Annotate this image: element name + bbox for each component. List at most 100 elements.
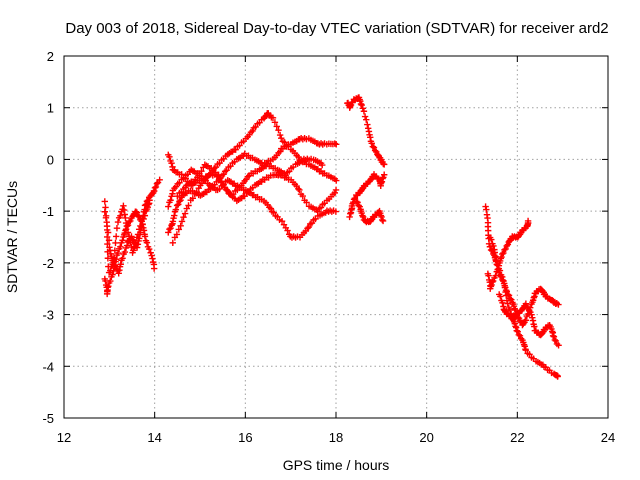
data-point <box>359 105 367 112</box>
data-point <box>368 140 375 147</box>
data-point <box>304 225 311 232</box>
data-point <box>216 175 223 182</box>
data-point <box>168 160 175 167</box>
data-point <box>502 245 509 253</box>
data-point <box>360 108 368 115</box>
data-point <box>353 198 360 205</box>
data-point <box>175 226 183 233</box>
data-point <box>497 293 504 300</box>
data-point <box>114 218 122 226</box>
data-point <box>133 209 141 216</box>
data-point <box>241 193 248 200</box>
data-point <box>166 153 173 160</box>
data-point <box>103 222 111 230</box>
data-point <box>112 233 120 240</box>
data-point <box>499 250 506 258</box>
data-point <box>117 212 124 220</box>
data-point <box>364 125 372 132</box>
x-tick-label: 16 <box>238 430 252 445</box>
data-point <box>332 186 340 194</box>
data-point <box>165 229 172 236</box>
series-arc-13 <box>484 217 532 292</box>
data-point <box>101 198 108 205</box>
data-point <box>500 249 507 257</box>
series-arc-1 <box>101 176 163 276</box>
x-tick-label: 12 <box>57 430 71 445</box>
data-point <box>177 222 184 230</box>
data-point <box>358 101 365 109</box>
series-arc-6 <box>165 166 340 241</box>
data-point <box>493 261 501 268</box>
data-point <box>282 172 289 179</box>
data-point <box>502 286 510 294</box>
x-tick-label: 20 <box>419 430 433 445</box>
data-point <box>104 229 112 236</box>
data-point <box>104 240 111 248</box>
data-point <box>216 185 223 193</box>
data-point <box>172 206 180 213</box>
chart-title: Day 003 of 2018, Sidereal Day-to-day VTE… <box>65 20 608 37</box>
data-point <box>123 222 131 230</box>
data-point <box>363 116 370 123</box>
data-point <box>112 239 119 247</box>
data-point <box>308 219 316 227</box>
data-point <box>156 176 163 184</box>
data-point <box>198 168 205 175</box>
data-point <box>503 288 511 295</box>
x-axis-label: GPS time / hours <box>283 457 390 473</box>
x-tick-label: 18 <box>329 430 343 445</box>
data-point <box>129 236 136 243</box>
series-arc-14 <box>486 234 562 329</box>
data-point <box>141 233 149 240</box>
data-point <box>132 208 140 215</box>
y-tick-label: -3 <box>42 308 54 323</box>
data-point <box>149 255 156 262</box>
data-point <box>359 213 367 221</box>
data-point <box>151 184 159 191</box>
data-point <box>359 212 366 219</box>
data-point <box>189 195 196 202</box>
data-point <box>355 202 362 209</box>
data-point <box>513 327 520 334</box>
data-point <box>526 307 533 315</box>
x-tick-label: 22 <box>510 430 524 445</box>
data-point <box>505 292 513 299</box>
data-point <box>103 233 111 241</box>
series-arc-3 <box>101 197 153 277</box>
data-point <box>185 202 192 209</box>
data-point <box>516 332 524 340</box>
data-point <box>381 161 388 168</box>
data-point <box>503 242 510 250</box>
data-point <box>371 147 379 154</box>
data-point <box>167 197 174 204</box>
data-point <box>381 171 388 178</box>
data-point <box>498 253 505 261</box>
data-point <box>174 193 181 200</box>
data-point <box>523 303 531 311</box>
data-point <box>145 245 153 253</box>
y-tick-label: -4 <box>42 359 54 374</box>
data-point <box>104 255 112 262</box>
grid <box>64 56 608 418</box>
data-point <box>276 131 284 139</box>
data-point <box>555 301 562 308</box>
data-point <box>166 225 173 233</box>
data-point <box>175 201 182 208</box>
data-point <box>489 278 496 286</box>
data-point <box>498 273 505 281</box>
data-point <box>319 161 326 169</box>
data-point <box>138 223 145 231</box>
data-point <box>515 331 523 338</box>
series-arc-10 <box>346 171 388 221</box>
data-point <box>488 236 495 243</box>
data-point <box>503 297 511 304</box>
data-point <box>232 146 239 153</box>
data-point <box>180 213 187 221</box>
data-point <box>143 239 151 246</box>
data-point <box>549 332 557 339</box>
data-point <box>284 227 291 234</box>
series-arc-11 <box>353 198 387 226</box>
data-point <box>489 277 497 285</box>
data-point <box>514 328 521 335</box>
data-point <box>249 127 256 135</box>
